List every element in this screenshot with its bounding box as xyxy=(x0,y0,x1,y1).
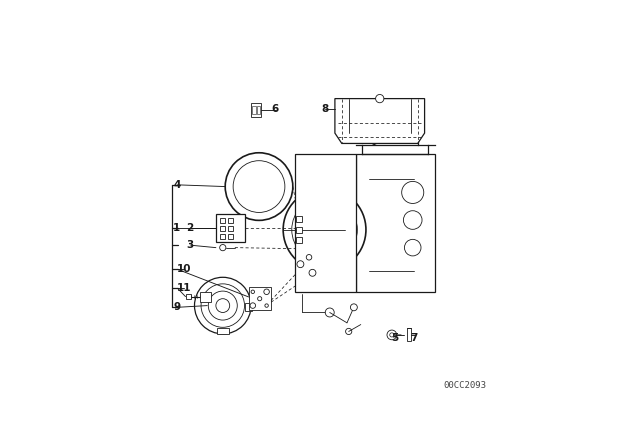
Circle shape xyxy=(201,284,244,327)
Circle shape xyxy=(258,297,262,301)
FancyBboxPatch shape xyxy=(200,293,211,302)
FancyBboxPatch shape xyxy=(296,237,303,243)
Polygon shape xyxy=(335,99,424,143)
Text: 00CC2093: 00CC2093 xyxy=(444,381,486,390)
Circle shape xyxy=(351,304,357,311)
FancyBboxPatch shape xyxy=(220,234,225,239)
Text: 6: 6 xyxy=(271,104,278,114)
Text: 8: 8 xyxy=(321,104,328,114)
Circle shape xyxy=(309,269,316,276)
Circle shape xyxy=(208,291,237,320)
Circle shape xyxy=(283,188,366,271)
FancyBboxPatch shape xyxy=(245,303,252,311)
Circle shape xyxy=(225,153,293,220)
Circle shape xyxy=(403,211,422,229)
FancyBboxPatch shape xyxy=(295,154,356,292)
FancyBboxPatch shape xyxy=(228,226,233,231)
Circle shape xyxy=(292,197,357,263)
FancyBboxPatch shape xyxy=(186,294,191,299)
Text: 7: 7 xyxy=(410,333,418,343)
Circle shape xyxy=(402,181,424,203)
FancyBboxPatch shape xyxy=(252,106,256,114)
Circle shape xyxy=(297,261,304,267)
Text: 11: 11 xyxy=(177,283,191,293)
Text: 4: 4 xyxy=(173,180,180,190)
Circle shape xyxy=(233,161,285,212)
FancyBboxPatch shape xyxy=(257,106,260,114)
Circle shape xyxy=(216,299,230,313)
FancyBboxPatch shape xyxy=(407,327,411,341)
Circle shape xyxy=(264,289,269,294)
Circle shape xyxy=(250,303,255,308)
Circle shape xyxy=(195,277,251,334)
Circle shape xyxy=(307,254,312,260)
Circle shape xyxy=(346,328,352,335)
FancyBboxPatch shape xyxy=(228,234,233,239)
Circle shape xyxy=(322,227,327,233)
Circle shape xyxy=(390,333,394,337)
Text: 10: 10 xyxy=(177,264,191,274)
Circle shape xyxy=(387,330,397,340)
FancyBboxPatch shape xyxy=(356,154,435,292)
Circle shape xyxy=(265,304,268,307)
Text: 3: 3 xyxy=(186,240,194,250)
FancyBboxPatch shape xyxy=(228,218,233,223)
FancyBboxPatch shape xyxy=(217,328,228,334)
Text: 1: 1 xyxy=(173,223,180,233)
FancyBboxPatch shape xyxy=(220,218,225,223)
FancyBboxPatch shape xyxy=(220,226,225,231)
FancyBboxPatch shape xyxy=(216,214,245,242)
FancyBboxPatch shape xyxy=(296,216,303,223)
FancyBboxPatch shape xyxy=(296,227,303,233)
FancyBboxPatch shape xyxy=(252,103,261,116)
Text: 9: 9 xyxy=(173,302,180,312)
Circle shape xyxy=(376,95,384,103)
Circle shape xyxy=(325,308,334,317)
Circle shape xyxy=(404,239,421,256)
Circle shape xyxy=(220,245,226,251)
Text: 2: 2 xyxy=(186,223,194,233)
Circle shape xyxy=(251,290,255,293)
FancyBboxPatch shape xyxy=(249,287,271,310)
Text: 5: 5 xyxy=(392,333,399,343)
